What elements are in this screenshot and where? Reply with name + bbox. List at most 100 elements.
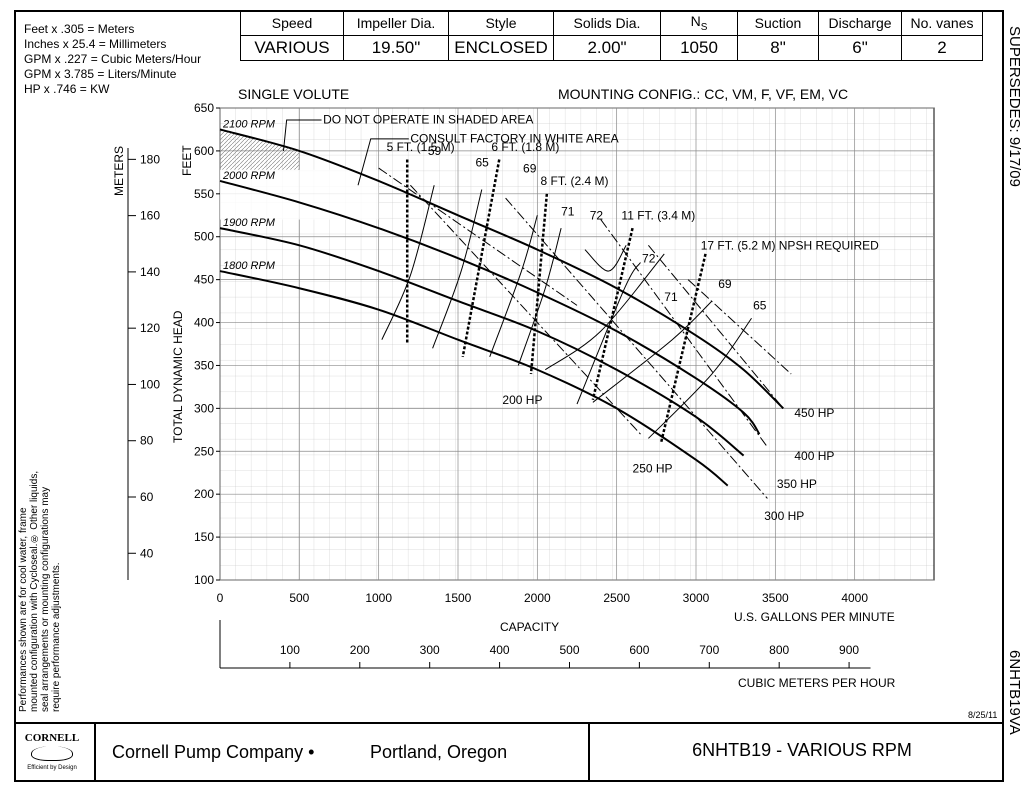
supersedes-label: SUPERSEDES: 9/17/09 xyxy=(1006,26,1023,187)
x-tick-label: 1500 xyxy=(445,591,472,605)
spec-header: Solids Dia. xyxy=(553,10,661,36)
y-tick-label: 150 xyxy=(194,530,214,544)
meter-axis: 40 60 80 100 120 140 160 180 xyxy=(127,148,160,580)
company-location: Portland, Oregon xyxy=(370,742,508,762)
cmh-tick-label: 600 xyxy=(629,643,649,657)
efficiency-line xyxy=(584,245,627,272)
note-arrow xyxy=(357,138,409,186)
y-tick-label: 100 xyxy=(194,573,214,587)
x-tick-label: 4000 xyxy=(841,591,868,605)
white-region xyxy=(220,169,379,220)
spec-value: 8" xyxy=(737,35,819,61)
y-tick-label: 250 xyxy=(194,444,214,458)
hp-line xyxy=(505,197,768,499)
efficiency-line xyxy=(517,228,562,366)
note-shaded: DO NOT OPERATE IN SHADED AREA xyxy=(323,112,533,126)
spec-header: Style xyxy=(448,10,554,36)
rpm-curve-label: 1900 RPM xyxy=(223,217,276,229)
rpm-curve-label: 1800 RPM xyxy=(223,260,276,272)
logo-text: CORNELL xyxy=(24,732,80,744)
conversion-table: Feet x .305 = Meters Inches x 25.4 = Mil… xyxy=(24,22,201,97)
conversion-line: GPM x .227 = Cubic Meters/Hour xyxy=(24,52,202,66)
spec-value: VARIOUS xyxy=(240,35,344,61)
spec-header-ns: NS xyxy=(660,10,738,36)
y-unit-label: FEET xyxy=(180,145,194,176)
chart-notes: DO NOT OPERATE IN SHADED AREA CONSULT FAC… xyxy=(282,112,619,186)
hp-line xyxy=(410,184,641,435)
date-label: 8/25/11 xyxy=(968,710,998,720)
spec-value: 1050 xyxy=(660,35,738,61)
meter-tick-label: 160 xyxy=(140,209,160,223)
y-tick-label: 300 xyxy=(194,401,214,415)
spec-value: 2 xyxy=(901,35,983,61)
efficiency-label: 65 xyxy=(753,299,767,313)
efficiency-label: 69 xyxy=(523,161,537,175)
company-name: Cornell Pump Company • xyxy=(112,742,315,762)
y-tick-label: 600 xyxy=(194,144,214,158)
efficiency-line xyxy=(432,189,483,349)
mounting-label: MOUNTING CONFIG.: CC, VM, F, VF, EM, VC xyxy=(558,86,848,102)
x-tick-label: 3500 xyxy=(762,591,789,605)
y-tick-label: 500 xyxy=(194,230,214,244)
efficiency-label: 72 xyxy=(642,251,656,265)
cmh-tick-label: 700 xyxy=(699,643,719,657)
cmh-tick-label: 500 xyxy=(559,643,579,657)
conversion-line: HP x .746 = KW xyxy=(24,82,110,96)
y-tick-label: 550 xyxy=(194,187,214,201)
npsh-line xyxy=(591,227,634,401)
npsh-lines: 5 FT. (1.5 M) 6 FT. (1.8 M) 8 FT. (2.4 M) 1… xyxy=(387,140,879,443)
hp-label: 350 HP xyxy=(777,477,817,491)
rpm-curves: 2100 RPM 2000 RPM 1900 RPM 1800 RPM xyxy=(219,118,784,487)
hp-label: 300 HP xyxy=(764,509,804,523)
npsh-line xyxy=(659,253,707,443)
y-tick-label: 450 xyxy=(194,273,214,287)
spec-header: Speed xyxy=(240,10,344,36)
conversion-line: Inches x 25.4 = Millimeters xyxy=(24,37,167,51)
conversion-line: GPM x 3.785 = Liters/Minute xyxy=(24,67,177,81)
npsh-line xyxy=(529,193,549,375)
spec-table: Speed Impeller Dia. Style Solids Dia. NS… xyxy=(240,10,983,61)
efficiency-line xyxy=(489,215,538,358)
y-tick-label: 400 xyxy=(194,316,214,330)
hp-line xyxy=(687,279,792,375)
meter-tick-label: 120 xyxy=(140,321,160,335)
hp-label: 400 HP xyxy=(794,449,834,463)
cmh-tick-label: 300 xyxy=(420,643,440,657)
efficiency-line xyxy=(592,300,713,403)
hp-label: 200 HP xyxy=(502,393,542,407)
footer-divider xyxy=(94,724,96,782)
efficiency-line xyxy=(576,262,641,405)
efficiency-line xyxy=(648,317,752,439)
npsh-label: 8 FT. (2.4 M) xyxy=(541,174,609,188)
y-tick-label: 200 xyxy=(194,487,214,501)
efficiency-label: 59 xyxy=(428,144,442,158)
meter-tick-label: 140 xyxy=(140,265,160,279)
note-white: CONSULT FACTORY IN WHITE AREA xyxy=(410,131,618,145)
rpm-curve-label: 2100 RPM xyxy=(222,118,276,130)
major-grid xyxy=(219,107,934,581)
x-tick-label: 500 xyxy=(289,591,309,605)
hp-label: 250 HP xyxy=(633,462,673,476)
y-tick-label: 350 xyxy=(194,358,214,372)
x-tick-label: 0 xyxy=(217,591,224,605)
cubic-meter-axis: 100 200 300 400 500 600 700 800 900 xyxy=(219,620,871,669)
efficiency-label: 72 xyxy=(590,209,604,223)
rpm-curve xyxy=(219,227,745,457)
meter-tick-label: 60 xyxy=(140,490,154,504)
efficiency-line xyxy=(544,253,665,371)
efficiency-label: 69 xyxy=(718,277,732,291)
cornell-logo: CORNELL Efficient by Design xyxy=(20,732,84,771)
rpm-curve xyxy=(219,270,729,487)
x-axis-ticks: 0 500 1000 1500 2000 2500 3000 3500 4000 xyxy=(217,591,869,605)
rpm-curve-label: 2000 RPM xyxy=(222,170,276,182)
y-axis-ticks: 100 150 200 250 300 350 400 450 500 550 600 650 xyxy=(194,101,220,587)
npsh-label: 5 FT. (1.5 M) xyxy=(387,140,455,154)
hp-line xyxy=(648,244,784,409)
hp-lines: 200 HP 250 HP 300 HP 350 HP 400 HP 450 HP xyxy=(378,167,834,523)
note-arrow xyxy=(282,119,322,151)
spec-header: Suction xyxy=(737,10,819,36)
shaded-area xyxy=(220,129,379,220)
spec-header: Discharge xyxy=(818,10,902,36)
npsh-label: 6 FT. (1.8 M) xyxy=(491,140,559,154)
